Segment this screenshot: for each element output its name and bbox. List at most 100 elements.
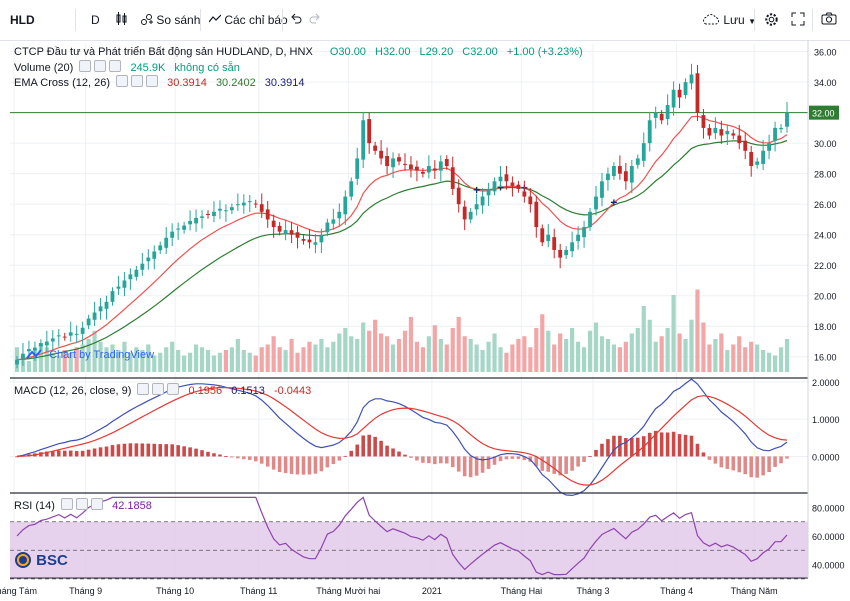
camera-icon: [821, 12, 837, 25]
rsi-value: 42.1858: [112, 500, 152, 512]
volume-bar: [743, 347, 748, 372]
volume-bar: [379, 333, 384, 372]
candle: [671, 81, 676, 116]
symbol-search[interactable]: HLD: [10, 13, 35, 27]
volume-bar: [761, 350, 766, 372]
candle: [128, 268, 133, 290]
candle-body: [200, 216, 204, 218]
volume-bar: [504, 352, 509, 372]
macd-histogram-bar: [92, 448, 97, 457]
rsi-legend: RSI (14) 42.1858: [14, 498, 152, 513]
volume-bar: [653, 341, 658, 372]
candle-body: [540, 228, 545, 243]
candle: [289, 221, 294, 244]
candle-body: [259, 204, 264, 212]
candle: [277, 222, 282, 236]
candle: [611, 162, 616, 180]
candle: [761, 140, 766, 171]
volume-bar: [731, 344, 736, 372]
settings-button[interactable]: [764, 12, 779, 31]
save-button[interactable]: Lưu ▼: [702, 12, 756, 30]
gear-icon[interactable]: [76, 498, 89, 510]
close-icon[interactable]: [91, 498, 104, 510]
macd-histogram-bar: [534, 456, 539, 467]
volume-legend: Volume (20) 245.9K không có sẵn: [14, 60, 240, 75]
macd-histogram-bar: [552, 456, 557, 474]
eye-icon[interactable]: [79, 60, 92, 72]
candle: [785, 101, 789, 133]
volume-bar: [737, 336, 742, 372]
macd-histogram-bar: [104, 446, 109, 457]
redo-button[interactable]: [309, 12, 321, 28]
candle: [713, 117, 718, 140]
fullscreen-button[interactable]: [791, 12, 805, 30]
gear-icon[interactable]: [94, 60, 107, 72]
eye-icon[interactable]: [61, 498, 74, 510]
candle: [379, 140, 384, 165]
candle: [755, 157, 760, 169]
tradingview-watermark[interactable]: Chart by TradingView: [26, 348, 154, 361]
eye-icon[interactable]: [116, 75, 129, 87]
candle: [474, 193, 479, 216]
macd-histogram-bar: [349, 450, 354, 457]
macd-histogram-bar: [492, 456, 497, 465]
interval-button[interactable]: D: [91, 13, 100, 27]
close-icon[interactable]: [167, 383, 180, 395]
volume-bar: [438, 339, 443, 372]
chart-type-button[interactable]: [116, 12, 128, 30]
volume-bar: [361, 322, 366, 372]
candle: [731, 129, 736, 140]
ema-slow-line: [16, 139, 788, 361]
volume-bar: [713, 339, 718, 372]
candle-body: [611, 166, 616, 177]
volume-bar: [325, 347, 330, 372]
volume-bar: [474, 344, 479, 372]
candle-body: [98, 306, 103, 312]
volume-bar: [695, 289, 700, 372]
indicators-button[interactable]: Các chỉ báo: [208, 12, 288, 28]
ema-cross-marker: +: [473, 183, 480, 197]
volume-bar: [128, 352, 133, 372]
volume-bar: [599, 336, 605, 372]
macd-histogram-bar: [439, 456, 443, 464]
volume-bar: [498, 347, 503, 372]
macd-histogram-bar: [62, 450, 67, 457]
candle: [241, 194, 246, 214]
time-axis-label: Tháng Năm: [731, 586, 778, 596]
candle: [653, 106, 658, 129]
macd-histogram-bar: [176, 445, 180, 457]
gear-icon[interactable]: [152, 383, 165, 395]
macd-line-value: 0.1513: [231, 385, 265, 397]
close-icon[interactable]: [146, 75, 159, 87]
candle-body: [719, 129, 724, 136]
candle: [528, 188, 533, 213]
volume-bar: [301, 347, 306, 372]
close-icon[interactable]: [109, 60, 122, 72]
candle: [56, 329, 61, 347]
compare-button[interactable]: So sánh: [141, 12, 200, 28]
candle-body: [665, 105, 670, 120]
macd-histogram-bar: [635, 437, 640, 457]
eye-icon[interactable]: [137, 383, 150, 395]
screenshot-button[interactable]: [821, 12, 837, 29]
candle: [492, 177, 497, 196]
volume-bar: [205, 350, 211, 372]
volume-bar: [671, 295, 676, 372]
undo-button[interactable]: [290, 12, 302, 28]
ema-legend: EMA Cross (12, 26) 30.3914 30.2402 30.39…: [14, 75, 305, 90]
gear-icon: [765, 13, 778, 26]
candle-body: [617, 166, 622, 174]
candle-body: [689, 74, 694, 84]
gear-icon[interactable]: [131, 75, 144, 87]
macd-histogram-bar: [361, 435, 365, 457]
candle-body: [695, 73, 700, 113]
volume-bar: [707, 344, 712, 372]
candle: [456, 179, 461, 213]
volume-bar: [444, 344, 449, 372]
candle-body: [283, 230, 288, 235]
price-chart[interactable]: ++++ 16.0018.0020.0022.0024.0026.0028.00…: [0, 40, 850, 601]
candle: [122, 272, 127, 297]
macd-histogram-bar: [522, 456, 527, 461]
volume-bar: [486, 341, 491, 372]
save-label: Lưu: [723, 13, 745, 27]
